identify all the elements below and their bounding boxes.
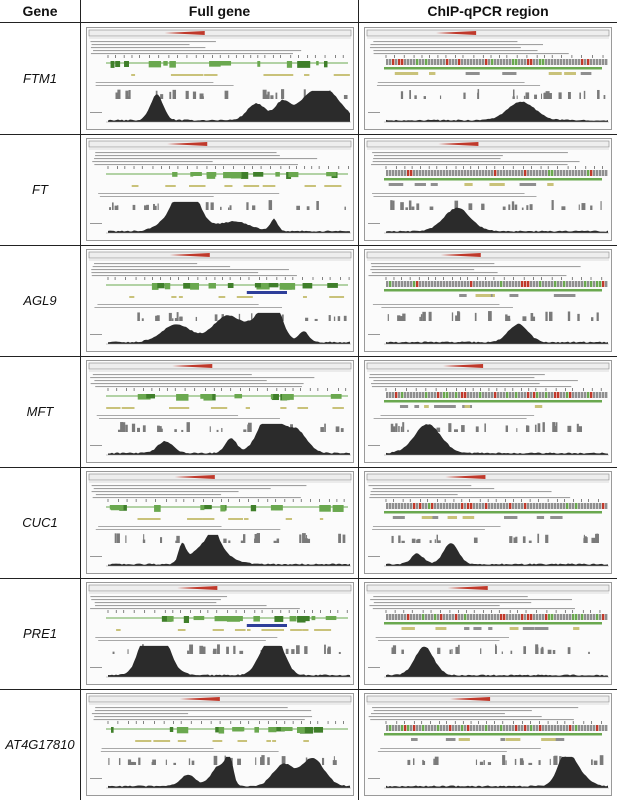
chip-qpcr-browser-panel	[364, 360, 612, 463]
row-divider	[0, 134, 617, 135]
genome-browser-track-image	[364, 471, 612, 574]
row-divider	[0, 467, 617, 468]
full-gene-browser-panel	[86, 249, 354, 352]
chip-qpcr-browser-panel	[364, 249, 612, 352]
full-gene-browser-panel	[86, 138, 354, 241]
row-divider	[0, 245, 617, 246]
gene-label: PRE1	[23, 626, 57, 641]
genome-browser-track-image	[364, 138, 612, 241]
gene-label: AGL9	[23, 293, 57, 308]
header-full-gene: Full gene	[188, 3, 251, 19]
genome-browser-track-image	[86, 582, 354, 685]
header-chip-qpcr-region: ChIP-qPCR region	[427, 3, 549, 19]
chip-qpcr-browser-panel	[364, 582, 612, 685]
genome-browser-track-image	[86, 471, 354, 574]
genome-browser-track-image	[86, 27, 354, 130]
chip-qpcr-browser-panel	[364, 27, 612, 130]
chip-qpcr-browser-panel	[364, 138, 612, 241]
genome-browser-track-image	[86, 360, 354, 463]
gene-label: AT4G17810	[5, 737, 75, 752]
row-divider	[0, 578, 617, 579]
genome-browser-track-image	[364, 693, 612, 796]
row-divider	[0, 356, 617, 357]
column-divider-2	[358, 0, 359, 800]
column-divider-1	[80, 0, 81, 800]
genome-browser-track-image	[364, 360, 612, 463]
genome-browser-track-image	[86, 693, 354, 796]
genome-browser-track-image	[364, 249, 612, 352]
genome-browser-track-image	[364, 27, 612, 130]
gene-label: FT	[32, 182, 48, 197]
gene-label: MFT	[26, 404, 54, 419]
gene-label: CUC1	[22, 515, 58, 530]
genome-browser-track-image	[364, 582, 612, 685]
full-gene-browser-panel	[86, 27, 354, 130]
row-divider	[0, 689, 617, 690]
gene-label: FTM1	[23, 71, 57, 86]
chip-qpcr-browser-panel	[364, 693, 612, 796]
header-divider	[0, 22, 617, 23]
full-gene-browser-panel	[86, 582, 354, 685]
chip-qpcr-browser-panel	[364, 471, 612, 574]
full-gene-browser-panel	[86, 693, 354, 796]
header-gene: Gene	[22, 3, 58, 19]
genome-browser-track-image	[86, 249, 354, 352]
full-gene-browser-panel	[86, 471, 354, 574]
full-gene-browser-panel	[86, 360, 354, 463]
genome-browser-track-image	[86, 138, 354, 241]
